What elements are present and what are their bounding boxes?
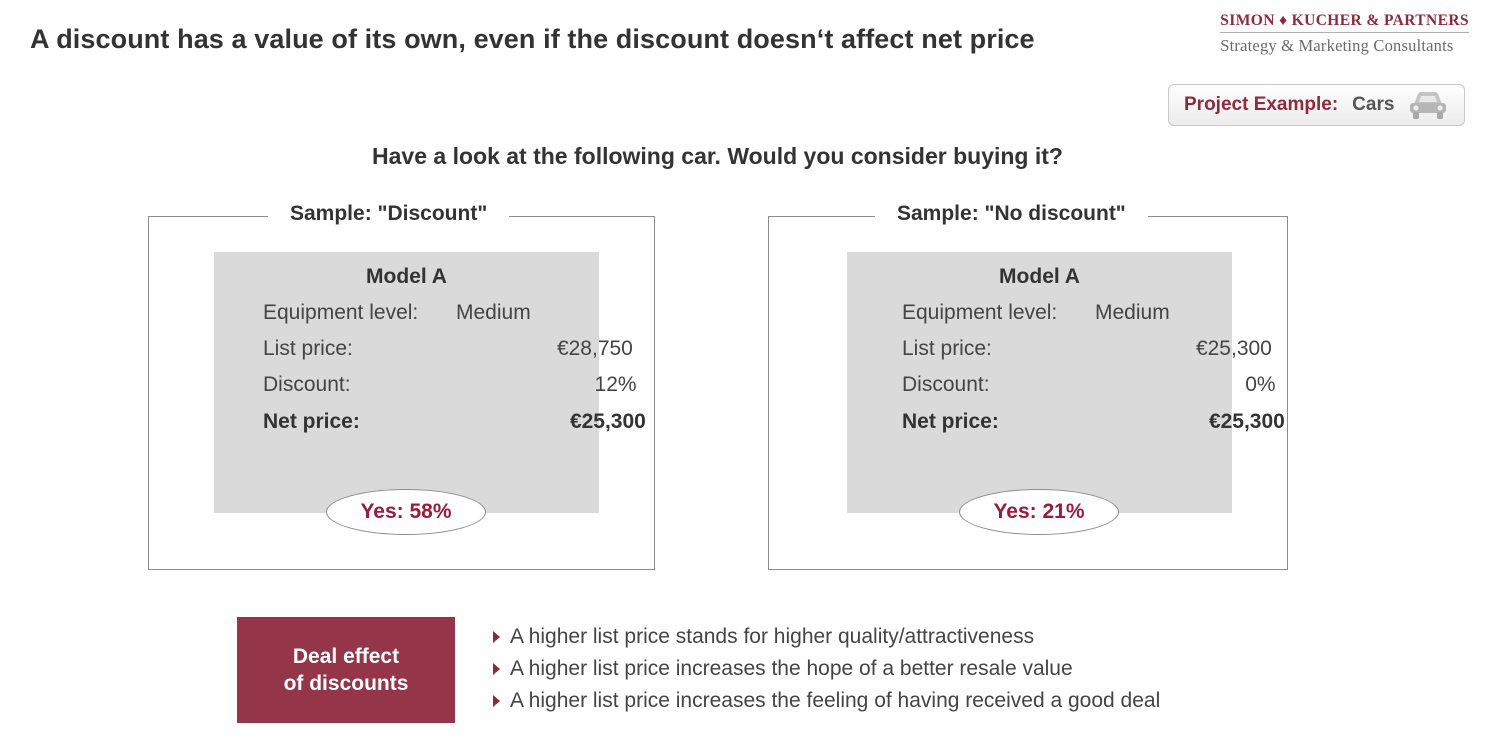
deal-effect-bullets: A higher list price stands for higher qu… <box>493 621 1160 717</box>
model-name: Model A <box>366 265 447 288</box>
car-icon <box>1408 88 1448 122</box>
row-value: Medium <box>1095 301 1170 324</box>
row-value: €25,300 <box>1195 337 1272 360</box>
row-label: Net price: <box>263 410 360 433</box>
row-label: Discount: <box>263 373 351 396</box>
brand-tagline: Strategy & Marketing Consultants <box>1220 36 1454 55</box>
list-price-row: List price: €28,750 <box>263 337 633 361</box>
equipment-row: Equipment level: Medium <box>263 301 531 325</box>
row-label: Equipment level: <box>263 301 419 324</box>
sample-no-discount-card: Model A Equipment level: Medium List pri… <box>847 252 1285 513</box>
sample-no-discount-label: Sample: "No discount" <box>875 202 1148 226</box>
deal-effect-line1: Deal effect <box>292 645 400 668</box>
survey-question: Have a look at the following car. Would … <box>372 143 1063 169</box>
list-item: A higher list price increases the feelin… <box>493 685 1160 717</box>
row-label: Discount: <box>902 373 990 396</box>
project-label: Project Example: <box>1184 94 1339 115</box>
deal-effect-line2: of discounts <box>283 672 409 695</box>
project-value: Cars <box>1352 94 1395 115</box>
bullet-arrow-icon <box>493 663 500 675</box>
brand-name: SIMON ♦ KUCHER & PARTNERS <box>1220 12 1469 33</box>
sample-discount-card: Model A Equipment level: Medium List pri… <box>214 252 646 513</box>
model-name: Model A <box>999 265 1080 288</box>
page-title: A discount has a value of its own, even … <box>30 24 1035 54</box>
result-badge: Yes: 21% <box>959 489 1119 535</box>
row-label: Equipment level: <box>902 301 1058 324</box>
brand-logo: SIMON ♦ KUCHER & PARTNERS Strategy & Mar… <box>1220 12 1469 56</box>
bullet-text: A higher list price increases the hope o… <box>510 657 1073 680</box>
row-value: €25,300 <box>1208 410 1285 433</box>
discount-row: Discount: 0% <box>902 373 1276 397</box>
net-price-row: Net price: €25,300 <box>263 410 646 434</box>
sample-no-discount-frame: Sample: "No discount" <box>768 202 1288 570</box>
row-value: Medium <box>456 301 531 324</box>
row-value: €25,300 <box>569 410 646 433</box>
result-badge: Yes: 58% <box>326 489 486 535</box>
row-label: Net price: <box>902 410 999 433</box>
row-value: 0% <box>1245 373 1276 396</box>
net-price-row: Net price: €25,300 <box>902 410 1285 434</box>
bullet-arrow-icon <box>493 695 500 707</box>
list-item: A higher list price increases the hope o… <box>493 653 1160 685</box>
row-label: List price: <box>263 337 353 360</box>
equipment-row: Equipment level: Medium <box>902 301 1170 325</box>
sample-discount-label: Sample: "Discount" <box>268 202 510 226</box>
list-price-row: List price: €25,300 <box>902 337 1272 361</box>
row-value: €28,750 <box>556 337 633 360</box>
bullet-text: A higher list price increases the feelin… <box>510 689 1161 712</box>
project-example-badge: Project Example: Cars <box>1168 84 1465 126</box>
deal-effect-label: Deal effect of discounts <box>237 617 455 723</box>
sample-discount-frame: Sample: "Discount" <box>148 202 655 570</box>
list-item: A higher list price stands for higher qu… <box>493 621 1160 653</box>
bullet-text: A higher list price stands for higher qu… <box>510 625 1035 648</box>
bullet-arrow-icon <box>493 631 500 643</box>
row-value: 12% <box>594 373 637 396</box>
row-label: List price: <box>902 337 992 360</box>
discount-row: Discount: 12% <box>263 373 637 397</box>
